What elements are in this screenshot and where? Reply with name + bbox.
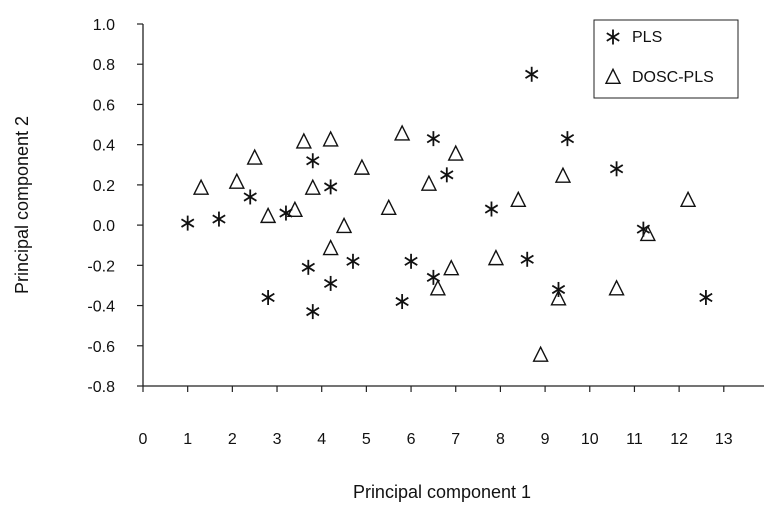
data-point-pls [395,294,409,310]
x-tick-label: 1 [183,431,192,448]
data-point-pls [323,275,338,291]
axes [142,24,764,387]
data-point-dosc-pls [429,279,446,296]
data-point-dosc-pls [322,238,339,256]
data-point-pls [609,161,624,177]
y-axis-title: Principal component 2 [12,116,32,294]
legend-label-dosc-pls: DOSC-PLS [632,69,714,86]
x-tick-label: 13 [715,431,733,448]
data-point-dosc-pls [554,166,572,183]
x-tick-label: 5 [362,431,371,448]
data-point-dosc-pls [380,198,397,216]
x-tick-label: 11 [626,431,643,448]
y-tick-label: 1.0 [93,17,115,34]
y-tick-label: 0.6 [93,97,115,114]
legend-marker-dosc-pls [604,67,622,85]
y-tick-label: -0.8 [87,379,115,396]
x-axis-title: Principal component 1 [353,482,531,502]
y-tick-label: 0.0 [93,218,115,235]
data-point-pls [520,251,534,267]
x-tick-label: 10 [581,431,599,448]
data-point-pls [404,253,418,269]
y-tick-label: -0.4 [87,299,115,316]
legend-label-pls: PLS [632,29,662,46]
data-point-dosc-pls [420,174,438,191]
data-point-dosc-pls [353,158,371,175]
x-tick-label: 2 [228,431,237,448]
data-point-pls [181,215,195,231]
data-point-dosc-pls [286,200,304,218]
data-point-dosc-pls [192,178,210,195]
data-point-dosc-pls [295,132,312,149]
data-point-dosc-pls [447,144,464,161]
data-point-dosc-pls [608,279,625,296]
data-point-dosc-pls [304,178,321,195]
data-point-pls [306,304,320,320]
data-point-dosc-pls [679,190,697,207]
x-tick-label: 6 [407,431,416,448]
x-tick-label: 0 [139,431,148,448]
y-tick-label: 0.4 [93,138,115,155]
x-tick-label: 7 [451,431,460,448]
data-point-pls [243,189,257,205]
data-point-pls [301,259,315,275]
legend-triangle-icon [604,67,622,85]
data-point-pls [306,153,320,169]
data-point-pls [484,201,499,217]
data-point-dosc-pls [550,289,567,306]
data-point-pls [699,290,713,306]
data-point-dosc-pls [335,216,353,234]
data-point-pls [525,66,539,82]
y-tick-label: 0.8 [93,57,115,74]
y-axis-ticks: 1.0 0.8 0.6 0.4 0.2 0.0 -0.2 -0.4 -0.6 -0.8 [87,17,143,396]
y-tick-label: 0.2 [93,178,115,195]
data-point-pls [440,167,454,183]
x-axis-ticks: 0 1 2 3 4 5 6 7 8 9 10 11 12 13 [139,386,733,448]
data-point-dosc-pls [443,259,460,276]
x-tick-label: 9 [541,431,550,448]
data-point-pls [323,179,338,195]
data-point-dosc-pls [393,124,411,141]
data-point-dosc-pls [532,345,549,362]
x-tick-label: 8 [496,431,505,448]
y-tick-label: -0.2 [87,258,115,275]
x-tick-label: 4 [317,431,326,448]
legend: PLS DOSC-PLS [593,19,739,99]
data-point-pls [560,131,575,147]
legend-marker-pls [606,29,620,45]
data-point-dosc-pls [228,172,245,189]
legend-box [593,19,739,99]
data-point-dosc-pls [510,190,527,207]
data-marks [181,66,713,362]
data-point-dosc-pls [487,249,505,266]
data-point-pls [212,211,226,227]
x-tick-label: 3 [273,431,282,448]
data-point-pls [346,253,360,269]
series-pls [181,66,713,320]
data-point-dosc-pls [639,224,656,242]
data-point-dosc-pls [322,130,339,147]
data-point-pls [426,269,441,285]
data-point-dosc-pls [259,206,277,224]
legend-asterisk-icon [606,29,620,45]
data-point-dosc-pls [246,148,263,165]
series-dosc-pls [192,124,697,362]
data-point-pls [261,290,275,306]
x-tick-label: 12 [670,431,688,448]
data-point-pls [426,131,441,147]
y-tick-label: -0.6 [87,339,115,356]
